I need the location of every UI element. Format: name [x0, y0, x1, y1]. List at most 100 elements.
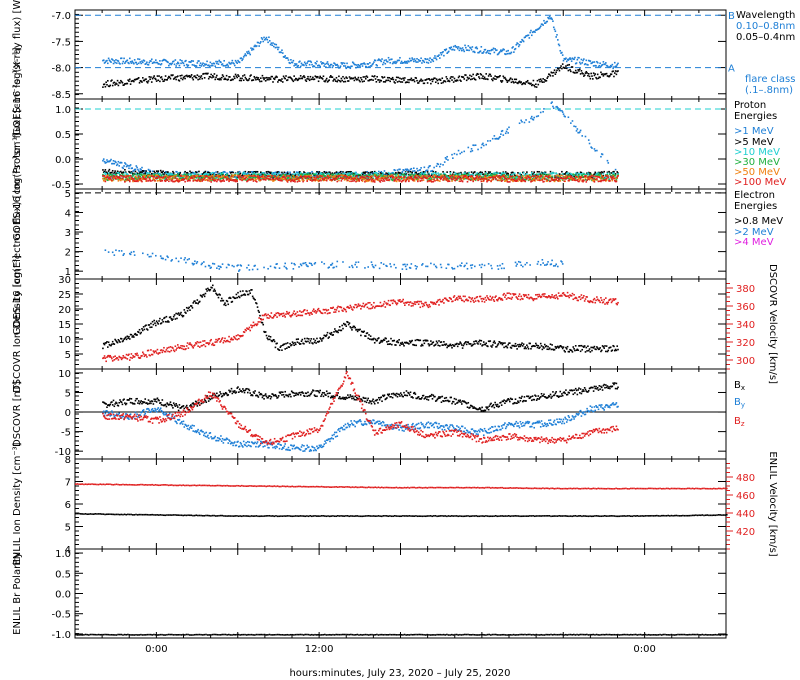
data-point [173, 63, 176, 66]
data-point [111, 162, 114, 165]
data-point [157, 62, 160, 65]
data-point [460, 175, 462, 177]
data-point [192, 174, 195, 177]
data-point [337, 176, 339, 178]
data-point [421, 175, 423, 178]
data-point [367, 177, 370, 180]
data-point [576, 58, 579, 61]
data-point [426, 58, 429, 60]
data-point [422, 82, 425, 85]
data-point [114, 61, 116, 64]
data-point [127, 61, 129, 64]
data-point [193, 172, 195, 174]
data-point [342, 65, 345, 67]
data-point [137, 175, 140, 178]
data-point [124, 178, 127, 181]
data-point [527, 177, 530, 179]
data-point [356, 180, 358, 183]
data-point [423, 166, 426, 169]
data-point [605, 72, 608, 75]
data-point [103, 172, 106, 174]
data-point [451, 48, 453, 51]
data-point [206, 73, 208, 75]
data-point [390, 176, 392, 179]
data-point [115, 172, 117, 174]
data-point [437, 179, 439, 182]
data-point [275, 43, 278, 46]
data-point [425, 78, 428, 81]
data-point [340, 180, 343, 182]
data-point [268, 36, 270, 39]
data-point [291, 173, 294, 176]
data-point [570, 66, 573, 68]
data-point [605, 73, 607, 75]
data-point [500, 80, 502, 82]
data-point [224, 171, 226, 173]
data-point [571, 120, 574, 122]
data-point [286, 173, 288, 175]
data-point [331, 179, 334, 181]
data-point [574, 172, 577, 175]
data-point [297, 177, 300, 180]
data-point [311, 177, 313, 180]
data-point [558, 173, 561, 175]
data-point [377, 175, 379, 177]
data-point [151, 77, 154, 80]
data-point [233, 62, 235, 65]
data-point [361, 173, 364, 176]
data-point [434, 179, 436, 182]
data-point [465, 176, 467, 178]
data-point [617, 173, 619, 175]
data-point [500, 130, 503, 133]
data-point [332, 175, 335, 178]
data-point [356, 78, 359, 81]
data-point [324, 175, 326, 177]
data-point [531, 177, 534, 180]
data-point [203, 178, 205, 181]
data-point [179, 179, 182, 182]
data-point [221, 177, 224, 180]
data-point [255, 78, 257, 81]
data-point [390, 78, 392, 80]
data-point [306, 177, 308, 179]
data-point [348, 76, 351, 78]
data-point [447, 176, 449, 179]
data-point [598, 175, 601, 177]
data-point [404, 172, 407, 174]
data-point [490, 174, 492, 176]
data-point [259, 178, 262, 181]
data-point [389, 175, 391, 178]
data-point [377, 173, 379, 175]
data-point [469, 176, 472, 178]
data-point [313, 65, 316, 68]
data-point [122, 177, 125, 179]
data-point [251, 79, 254, 81]
data-point [376, 75, 378, 78]
data-point [176, 179, 179, 182]
data-point [413, 170, 416, 172]
data-point [300, 62, 303, 65]
data-point [404, 175, 406, 178]
data-point [395, 180, 398, 183]
data-point [326, 61, 329, 63]
data-point [252, 170, 255, 173]
data-point [588, 177, 591, 179]
data-point [216, 60, 219, 63]
data-point [119, 162, 121, 164]
data-point [219, 77, 221, 80]
data-point [150, 58, 153, 61]
data-point [288, 76, 291, 79]
data-point [126, 178, 129, 181]
data-point [165, 173, 168, 176]
data-point [430, 179, 432, 182]
data-point [526, 80, 528, 83]
data-point [220, 176, 222, 179]
data-point [229, 62, 231, 65]
data-point [342, 173, 345, 175]
data-point [148, 176, 151, 179]
data-point [327, 63, 330, 65]
data-point [207, 171, 210, 174]
data-point [590, 72, 592, 75]
data-point [423, 171, 426, 174]
data-point [311, 63, 313, 66]
